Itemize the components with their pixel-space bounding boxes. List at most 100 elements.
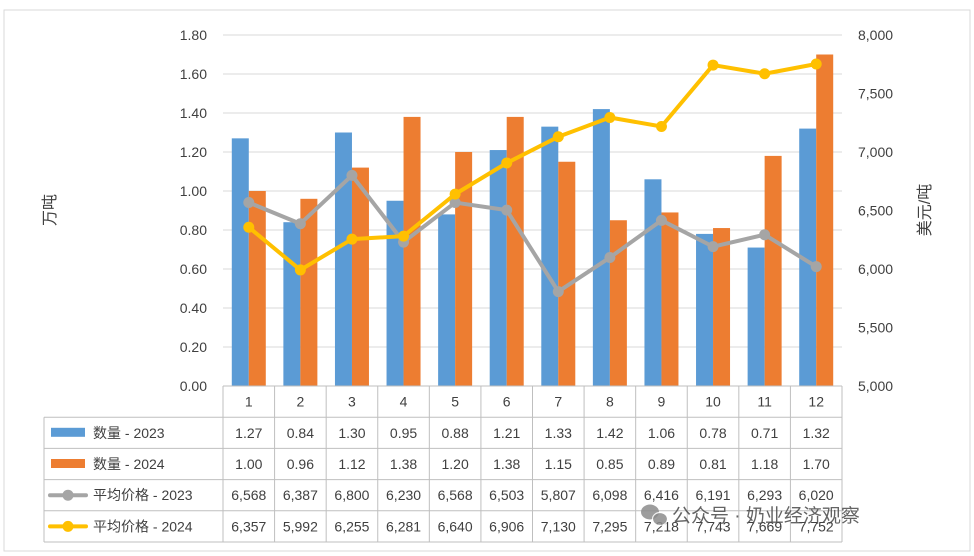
bar-2024 [713,228,731,386]
data-label: 1.00 [235,456,262,472]
bar-2024 [764,155,782,386]
data-label: 1.42 [596,425,623,441]
x-tick-label: 8 [606,394,614,410]
data-label: 0.81 [699,456,726,472]
bar-2023 [334,132,352,386]
data-label: 6,255 [334,518,369,534]
price-point-2023 [759,229,771,241]
y-right-tick-label: 7,500 [858,86,893,102]
data-label: 6,568 [438,487,473,503]
bar-2024 [609,220,627,386]
price-point-2023 [604,252,616,264]
price-point-2023 [810,261,822,273]
data-label: 7,130 [541,518,576,534]
y-left-tick-label: 1.60 [180,66,207,82]
x-tick-label: 5 [451,394,459,410]
data-label: 5,992 [283,518,318,534]
price-line-2023 [246,173,819,294]
data-label: 6,020 [799,487,834,503]
legend-label: 数量 - 2023 [93,425,165,441]
y-left-tick-label: 1.80 [180,27,207,43]
chart-frame [3,9,971,552]
price-point-2023 [707,241,719,253]
y-left-tick-label: 0.80 [180,222,207,238]
bar-2023 [231,138,249,386]
price-point-2024 [810,58,822,70]
price-point-2024 [346,233,358,245]
price-line-2024 [246,62,819,272]
data-label: 0.88 [442,425,469,441]
data-label: 1.30 [338,425,365,441]
price-point-2024 [294,264,306,276]
x-tick-label: 1 [245,394,253,410]
price-point-2023 [501,204,513,216]
bar-2023 [696,233,714,386]
data-label: 6,503 [489,487,524,503]
y-right-tick-label: 6,000 [858,261,893,277]
x-tick-label: 7 [554,394,562,410]
y-left-tick-label: 0.40 [180,300,207,316]
data-label: 6,640 [438,518,473,534]
data-label: 1.70 [803,456,830,472]
data-label: 6,800 [334,487,369,503]
data-label: 6,230 [386,487,421,503]
bar-2024 [661,212,679,386]
price-point-2024 [552,131,564,143]
x-tick-label: 10 [705,394,721,410]
data-label: 1.32 [803,425,830,441]
data-label: 0.84 [287,425,314,441]
data-label: 6,568 [231,487,266,503]
price-point-2023 [655,214,667,226]
data-label: 7,295 [592,518,627,534]
data-label: 0.95 [390,425,417,441]
legend-label: 平均价格 - 2024 [93,518,193,534]
data-label: 1.15 [545,456,572,472]
price-point-2024 [243,221,255,233]
price-point-2023 [552,286,564,298]
data-label: 7,218 [644,518,679,534]
wechat-icon [641,504,669,527]
data-label: 1.38 [390,456,417,472]
y-right-tick-label: 7,000 [858,144,893,160]
x-tick-label: 3 [348,394,356,410]
bar-2024 [816,54,834,386]
data-label: 6,357 [231,518,266,534]
data-label: 1.18 [751,456,778,472]
x-tick-label: 6 [503,394,511,410]
y-left-tick-label: 0.00 [180,378,207,394]
x-tick-label: 2 [296,394,304,410]
bar-2023 [747,247,765,386]
bars [231,54,834,387]
price-point-2023 [294,218,306,230]
data-label: 6,281 [386,518,421,534]
data-label: 1.27 [235,425,262,441]
legend-key-marker [62,489,74,501]
price-point-2024 [655,120,667,132]
bar-2024 [248,191,266,386]
data-label: 1.33 [545,425,572,441]
price-point-2023 [243,197,255,209]
legend-key-bar [51,459,85,468]
price-point-2023 [346,169,358,181]
data-label: 0.96 [287,456,314,472]
bar-2023 [592,109,610,386]
y-right-tick-label: 5,000 [858,378,893,394]
data-label: 1.06 [648,425,675,441]
data-label: 7,669 [747,518,782,534]
data-label: 5,807 [541,487,576,503]
price-point-2024 [449,188,461,200]
bar-2023 [644,179,662,386]
price-point-2023 [449,197,461,209]
price-point-2024 [759,68,771,80]
bar-2023 [386,200,404,386]
price-point-2024 [707,59,719,71]
y-right-tick-label: 8,000 [858,27,893,43]
y-right-tick-label: 5,500 [858,320,893,336]
price-point-2024 [398,230,410,242]
y-right-axis: 5,000 5,500 6,000 6,500 7,000 7,500 8,000 [858,27,893,394]
legend-key-marker [62,520,74,532]
data-label: 6,293 [747,487,782,503]
y-right-axis-title: 美元/吨 [916,184,934,236]
